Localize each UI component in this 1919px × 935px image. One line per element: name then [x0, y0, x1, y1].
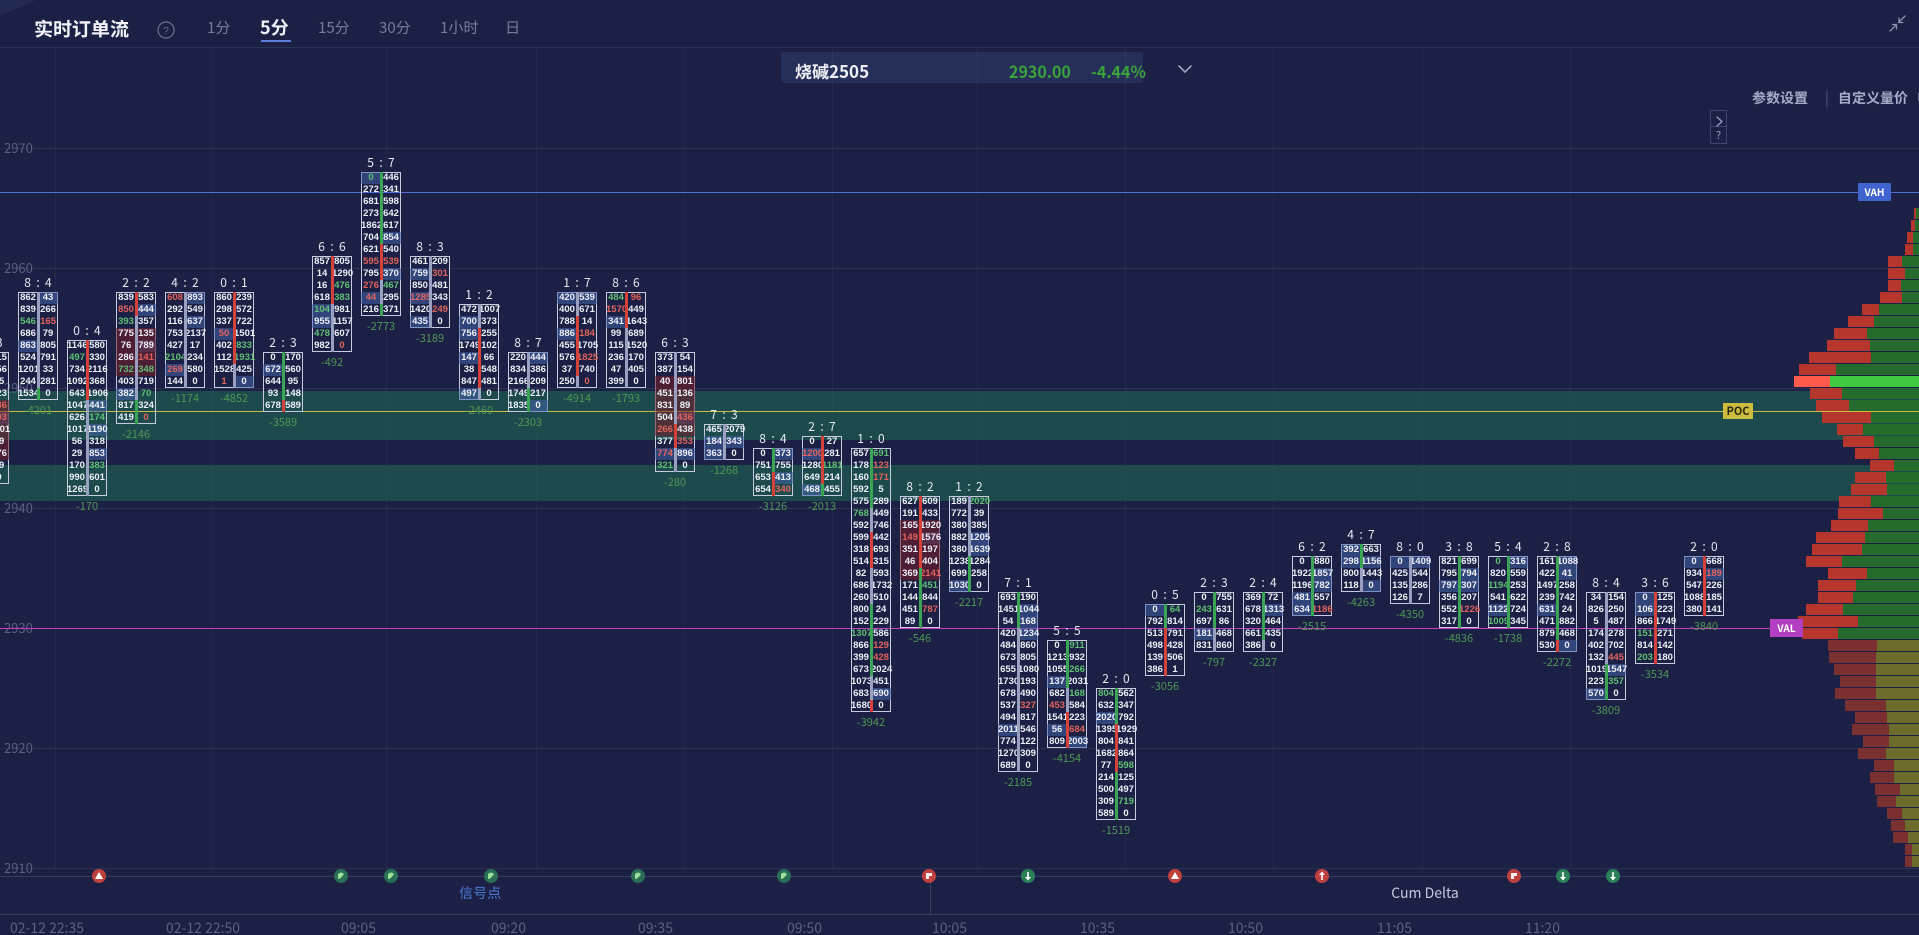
svg-text:?: ? — [163, 26, 169, 37]
